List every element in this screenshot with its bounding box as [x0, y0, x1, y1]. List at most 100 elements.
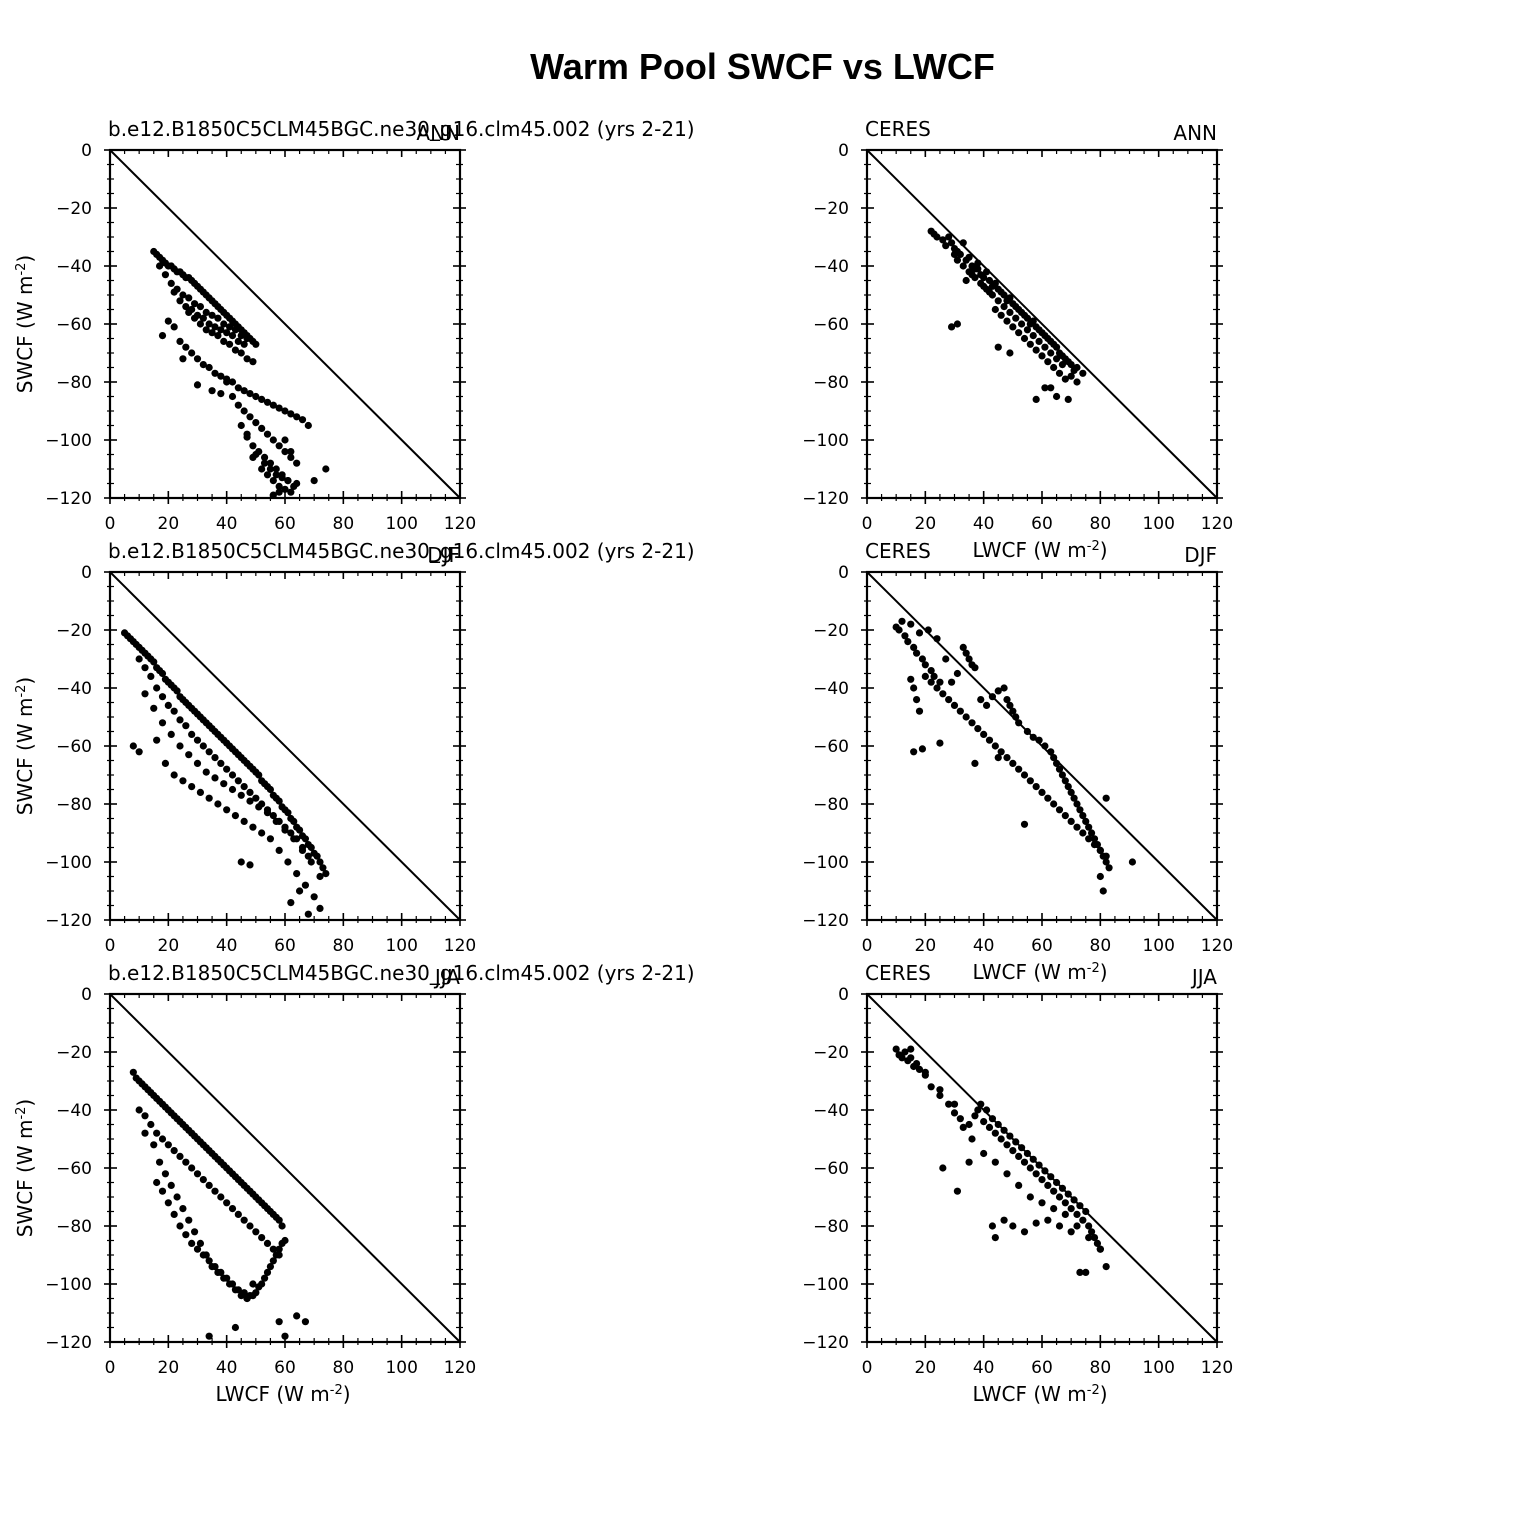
scatter-point	[982, 268, 991, 276]
x-tick-label: 40	[216, 1358, 238, 1378]
scatter-point	[287, 829, 295, 837]
y-tick-label: −40	[56, 1101, 92, 1121]
scatter-point	[275, 1245, 283, 1253]
scatter-point	[272, 817, 280, 826]
scatter-point	[1012, 314, 1020, 322]
scatter-point	[962, 276, 970, 285]
scatter-point	[1052, 355, 1061, 363]
scatter-point	[287, 488, 295, 496]
scatter-point	[1052, 343, 1061, 351]
scatter-point	[135, 655, 143, 663]
scatter-point	[1020, 334, 1029, 343]
scatter-point	[1026, 1164, 1034, 1172]
scatter-point	[211, 774, 219, 782]
scatter-point	[246, 797, 254, 805]
scatter-point	[1050, 363, 1058, 372]
scatter-point	[1015, 1181, 1023, 1189]
scatter-point	[252, 419, 260, 427]
scatter-point	[947, 678, 956, 686]
scatter-point	[956, 1115, 964, 1123]
scatter-point	[974, 725, 982, 733]
scatter-point	[153, 736, 161, 744]
scatter-point	[205, 748, 213, 756]
y-tick-label: −20	[813, 199, 849, 219]
y-tick-label: −120	[802, 489, 849, 509]
scatter-point	[202, 308, 210, 316]
scatter-point	[214, 800, 222, 808]
scatter-point	[1020, 820, 1029, 828]
scatter-point	[237, 332, 245, 340]
scatter-panel-5: b.e12.B1850C5CLM45BGC.ne30_g16.clm45.002…	[13, 961, 695, 1406]
panel-right-title: DJF	[427, 543, 460, 567]
scatter-point	[1023, 326, 1032, 334]
scatter-point	[959, 262, 967, 270]
scatter-point	[939, 690, 947, 698]
scatter-point	[1079, 369, 1087, 377]
x-axis-label: LWCF (W m-2)	[972, 960, 1107, 984]
scatter-point	[243, 355, 251, 363]
scatter-point	[243, 334, 251, 343]
scatter-point	[1047, 349, 1055, 357]
scatter-point	[1050, 754, 1058, 762]
scatter-point	[223, 806, 231, 814]
scatter-point	[950, 701, 959, 710]
scatter-point	[1000, 291, 1008, 299]
scatter-point	[281, 436, 289, 444]
x-tick-label: 40	[973, 514, 995, 534]
scatter-point	[1032, 1170, 1040, 1178]
y-tick-label: −40	[813, 257, 849, 277]
scatter-point	[170, 323, 178, 331]
scatter-point	[965, 1120, 973, 1129]
scatter-point	[1102, 1263, 1110, 1271]
scatter-point	[1015, 329, 1023, 337]
scatter-point	[945, 696, 953, 704]
scatter-point	[1000, 1126, 1008, 1134]
scatter-point	[281, 485, 289, 493]
scatter-point	[962, 713, 970, 721]
x-tick-label: 40	[216, 936, 238, 956]
scatter-panel-2: CERES ANN 0 20 40 60 80 100 120 0 −20 −40 −60 −80 −100…	[802, 117, 1233, 562]
scatter-point	[1082, 1268, 1090, 1276]
scatter-point	[945, 1100, 953, 1108]
x-tick-label: 80	[1090, 936, 1112, 956]
scatter-point	[275, 797, 283, 805]
scatter-point	[1032, 395, 1040, 403]
scatter-point	[237, 858, 245, 866]
scatter-point	[231, 812, 240, 820]
scatter-point	[176, 1222, 184, 1230]
scatter-point	[1006, 308, 1014, 316]
scatter-point	[1085, 823, 1093, 831]
scatter-point	[1017, 1144, 1026, 1152]
scatter-point	[205, 1181, 213, 1189]
scatter-point	[1000, 1216, 1008, 1224]
scatter-point	[1067, 361, 1075, 369]
scatter-point	[185, 308, 193, 316]
scatter-point	[182, 343, 190, 351]
scatter-point	[1073, 1210, 1081, 1218]
x-tick-label: 40	[973, 936, 995, 956]
scatter-point	[188, 1164, 196, 1172]
scatter-point	[910, 748, 918, 756]
scatter-point	[193, 355, 202, 363]
x-tick-label: 80	[1090, 1358, 1112, 1378]
y-tick-label: −120	[45, 489, 92, 509]
scatter-point	[936, 678, 944, 686]
scatter-point	[228, 1205, 237, 1213]
x-tick-label: 0	[862, 514, 873, 534]
scatter-point	[1009, 707, 1017, 715]
scatter-point	[307, 843, 315, 852]
scatter-point	[275, 482, 283, 490]
scatter-point	[258, 424, 266, 432]
y-axis-label: SWCF (W m-2)	[13, 255, 37, 394]
scatter-point	[205, 363, 213, 372]
x-tick-label: 100	[1142, 936, 1174, 956]
one-to-one-line	[866, 993, 1218, 1343]
scatter-point	[959, 1123, 967, 1131]
scatter-point	[1055, 806, 1064, 814]
x-tick-label: 60	[274, 1358, 296, 1378]
scatter-point	[185, 1216, 193, 1224]
scatter-point	[924, 626, 932, 634]
scatter-point	[1079, 1216, 1087, 1224]
x-tick-label: 60	[274, 936, 296, 956]
